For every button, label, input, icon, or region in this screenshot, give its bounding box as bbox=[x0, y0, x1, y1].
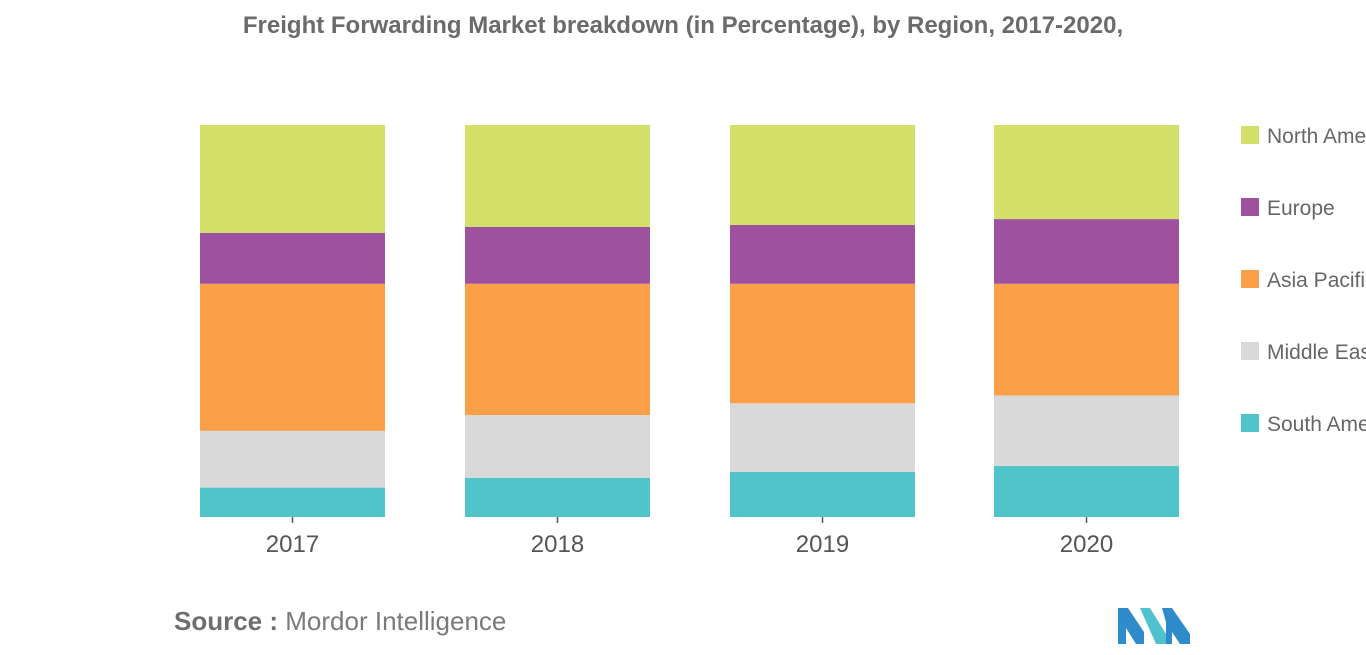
x-tick-label: 2018 bbox=[531, 531, 584, 558]
bar-segment-2017-north-america bbox=[200, 125, 385, 233]
legend-swatch-middle-east bbox=[1241, 342, 1259, 360]
bar-segment-2017-europe bbox=[200, 232, 385, 284]
bar-segment-2019-middle-east bbox=[730, 403, 915, 472]
source-text: Mordor Intelligence bbox=[285, 606, 507, 636]
legend-swatch-asia-pacific bbox=[1241, 270, 1259, 288]
x-tick-label: 2020 bbox=[1060, 531, 1113, 558]
legend-swatch-south-america bbox=[1241, 414, 1259, 432]
legend-label-south-america: South America bbox=[1267, 413, 1366, 436]
bar-segment-2019-asia-pacific bbox=[730, 283, 915, 404]
legend-swatch-europe bbox=[1241, 198, 1259, 216]
bar-segment-2018-north-america bbox=[465, 125, 650, 227]
bar-segment-2017-asia-pacific bbox=[200, 283, 385, 431]
bar-segment-2019-north-america bbox=[730, 125, 915, 225]
source-label: Source : bbox=[174, 606, 279, 636]
mordor-logo-icon bbox=[1118, 608, 1190, 644]
bar-segment-2020-south-america bbox=[994, 466, 1179, 517]
bar-segment-2018-europe bbox=[465, 226, 650, 284]
legend: North America Europe Asia Pacific Middle Ea… bbox=[1241, 125, 1366, 436]
bar-segment-2020-middle-east bbox=[994, 395, 1179, 467]
x-tick-label: 2017 bbox=[266, 531, 319, 558]
bar-segment-2019-europe bbox=[730, 224, 915, 284]
bar-segment-2018-south-america bbox=[465, 477, 650, 517]
bar-segment-2019-south-america bbox=[730, 471, 915, 517]
x-axis: 2017 2018 2019 2020 bbox=[266, 517, 1113, 558]
legend-label-north-america: North America bbox=[1267, 125, 1366, 148]
legend-label-middle-east: Middle East bbox=[1267, 341, 1366, 364]
bar-segment-2017-south-america bbox=[200, 487, 385, 517]
legend-swatch-north-america bbox=[1241, 126, 1259, 144]
bar-segment-2020-north-america bbox=[994, 125, 1179, 220]
bar-segment-2017-middle-east bbox=[200, 430, 385, 488]
bars-layer bbox=[200, 125, 1179, 517]
bar-segment-2018-middle-east bbox=[465, 415, 650, 478]
chart-title: Freight Forwarding Market breakdown (in … bbox=[242, 12, 1124, 39]
source-line: Source : Mordor Intelligence bbox=[174, 606, 506, 637]
bar-segment-2020-europe bbox=[994, 219, 1179, 284]
bar-segment-2020-asia-pacific bbox=[994, 283, 1179, 396]
bar-segment-2018-asia-pacific bbox=[465, 283, 650, 416]
legend-label-europe: Europe bbox=[1267, 197, 1335, 220]
x-tick-label: 2019 bbox=[796, 531, 849, 558]
legend-label-asia-pacific: Asia Pacific bbox=[1267, 269, 1366, 292]
